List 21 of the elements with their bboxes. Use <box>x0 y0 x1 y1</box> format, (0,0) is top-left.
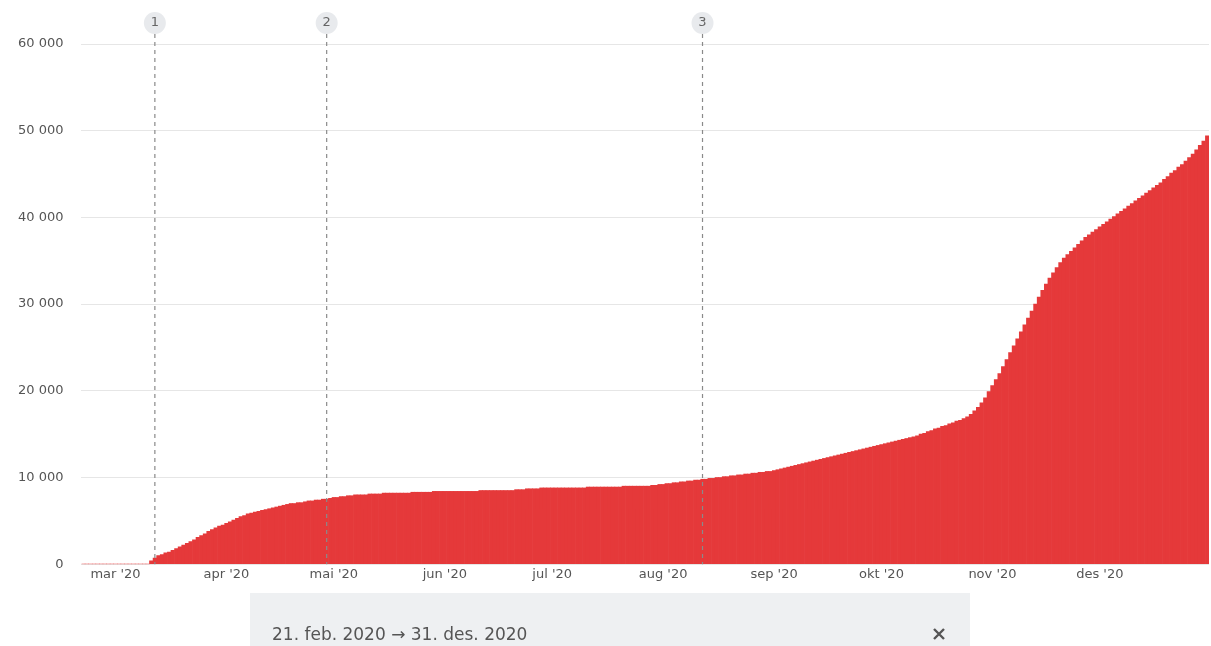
ref-line-label: 3 <box>698 14 707 30</box>
y-tick-label: 10 000 <box>17 468 64 484</box>
x-tick-label: jun '20 <box>421 566 467 582</box>
x-tick-label: mai '20 <box>309 566 359 582</box>
x-tick-label: jul '20 <box>531 566 573 582</box>
x-tick-label: okt '20 <box>859 566 904 582</box>
x-tick-label: apr '20 <box>203 566 250 582</box>
y-tick-label: 20 000 <box>17 382 64 398</box>
y-tick-label: 50 000 <box>17 122 64 138</box>
y-tick-label: 0 <box>55 555 64 571</box>
text: 21. feb. 2020 → 31. des. 2020 <box>272 624 528 644</box>
x-tick-label: sep '20 <box>750 566 798 582</box>
y-tick-label: 60 000 <box>17 35 64 51</box>
x-tick-label: nov '20 <box>968 566 1017 582</box>
x-tick-label: aug '20 <box>638 566 688 582</box>
x-tick-label: mar '20 <box>90 566 141 582</box>
ref-line-label: 2 <box>322 14 331 30</box>
ref-line-label: 1 <box>150 14 160 30</box>
y-tick-label: 30 000 <box>17 295 64 311</box>
y-tick-label: 40 000 <box>17 208 64 224</box>
x-tick-label: des '20 <box>1076 566 1124 582</box>
